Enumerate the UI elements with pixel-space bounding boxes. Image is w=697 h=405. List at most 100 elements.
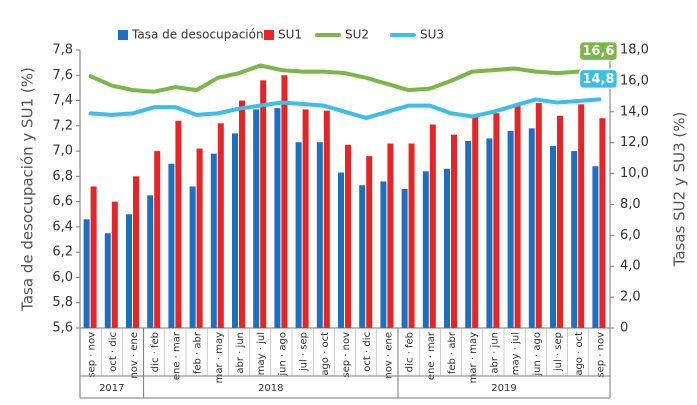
year-label: 2019 bbox=[491, 383, 516, 394]
bar bbox=[168, 163, 175, 328]
bar bbox=[401, 189, 408, 328]
x-tick-label: mar · may bbox=[214, 332, 225, 383]
y-tick-label: 6,6 bbox=[52, 194, 73, 209]
x-tick-label: jul · sep bbox=[553, 332, 564, 372]
x-tick-label: ago · oct bbox=[320, 332, 331, 376]
bar bbox=[514, 105, 521, 328]
bar bbox=[571, 151, 578, 328]
x-tick-label: sep · nov bbox=[595, 332, 606, 378]
x-tick-label: sep · nov bbox=[341, 332, 352, 378]
bar bbox=[154, 151, 161, 328]
y2-tick-label: 2,0 bbox=[620, 290, 641, 305]
x-tick-label: ago · oct bbox=[574, 332, 585, 376]
annotation-label: 16,6 bbox=[582, 44, 614, 59]
y2-tick-label: 12,0 bbox=[620, 135, 649, 150]
bar bbox=[253, 109, 260, 329]
bar bbox=[345, 144, 351, 328]
legend-label: SU2 bbox=[345, 28, 369, 42]
bar bbox=[316, 142, 323, 328]
bar bbox=[239, 100, 245, 328]
bar bbox=[472, 116, 479, 329]
y-tick-label: 7,2 bbox=[52, 118, 73, 133]
bar bbox=[210, 153, 217, 328]
year-label: 2017 bbox=[99, 383, 124, 394]
bar bbox=[359, 185, 366, 328]
x-tick-label: oct · dic bbox=[108, 332, 119, 372]
x-tick-label: abr · jun bbox=[235, 332, 246, 374]
bar bbox=[274, 108, 281, 328]
y2-axis-label: Tasas SU2 y SU3 (%) bbox=[671, 112, 689, 268]
bar bbox=[451, 134, 457, 328]
legend-swatch bbox=[264, 30, 274, 40]
legend-label: SU3 bbox=[420, 28, 444, 42]
bar bbox=[232, 133, 238, 328]
bar bbox=[147, 195, 154, 328]
bar bbox=[422, 171, 429, 328]
x-tick-label: nov · ene bbox=[383, 332, 394, 379]
bar bbox=[189, 186, 196, 328]
y-tick-label: 6,2 bbox=[52, 245, 73, 260]
line bbox=[88, 63, 602, 94]
x-tick-label: nov · ene bbox=[129, 332, 140, 379]
bar bbox=[302, 109, 309, 329]
x-tick-label: dic · feb bbox=[405, 332, 416, 372]
bar bbox=[133, 176, 139, 328]
y2-tick-label: 10,0 bbox=[620, 166, 649, 181]
y-tick-label: 7,0 bbox=[52, 144, 73, 159]
x-tick-label: sep · nov bbox=[87, 332, 98, 378]
x-tick-label: jun · ago bbox=[532, 332, 543, 377]
x-tick-label: ene · mar bbox=[426, 331, 437, 380]
bar bbox=[126, 214, 132, 328]
x-tick-label: abr · jun bbox=[489, 332, 500, 374]
bar bbox=[599, 118, 606, 329]
y2-tick-label: 0 bbox=[620, 321, 628, 336]
bar bbox=[528, 128, 535, 328]
bar bbox=[281, 75, 288, 328]
year-label: 2018 bbox=[258, 383, 283, 394]
annotation-badge bbox=[578, 68, 619, 90]
bar bbox=[111, 201, 118, 328]
line bbox=[88, 97, 602, 120]
y2-tick-label: 6,0 bbox=[620, 228, 641, 243]
bar bbox=[196, 148, 203, 328]
x-tick-label: oct · dic bbox=[362, 332, 373, 372]
bar bbox=[408, 143, 415, 328]
x-tick-label: feb · abr bbox=[447, 331, 458, 374]
bar bbox=[444, 168, 450, 328]
bar bbox=[90, 186, 97, 328]
bar bbox=[380, 181, 387, 328]
y-tick-label: 5,6 bbox=[52, 321, 73, 336]
annotation-badge bbox=[578, 40, 619, 62]
bar bbox=[578, 104, 585, 328]
y-tick-label: 6,4 bbox=[52, 219, 73, 234]
x-tick-label: jun · ago bbox=[277, 332, 288, 377]
legend-label: SU1 bbox=[278, 28, 302, 42]
y-tick-label: 7,4 bbox=[52, 93, 73, 108]
x-tick-label: ene · mar bbox=[171, 331, 182, 380]
bar bbox=[295, 142, 302, 328]
bar bbox=[465, 140, 472, 328]
y-tick-label: 7,8 bbox=[52, 43, 73, 58]
y-tick-label: 6,8 bbox=[52, 169, 73, 184]
bar bbox=[217, 123, 224, 328]
bar bbox=[592, 166, 599, 328]
bar bbox=[104, 233, 111, 328]
y-axis-label: Tasa de desocupación y SU1 (%) bbox=[19, 67, 37, 312]
x-tick-label: may · jul bbox=[511, 332, 522, 375]
y2-tick-label: 18,0 bbox=[620, 43, 649, 58]
bar bbox=[507, 130, 514, 328]
bar bbox=[557, 115, 563, 328]
bar bbox=[429, 124, 436, 329]
bar bbox=[323, 110, 330, 329]
x-tick-label: may · jul bbox=[256, 332, 267, 375]
x-tick-label: feb · abr bbox=[193, 331, 204, 374]
bar bbox=[535, 103, 542, 328]
y2-tick-label: 14,0 bbox=[620, 104, 649, 119]
legend-label: Tasa de desocupación bbox=[131, 28, 264, 42]
bar bbox=[366, 156, 373, 328]
y2-tick-label: 16,0 bbox=[620, 73, 649, 88]
x-tick-label: jul · sep bbox=[299, 332, 310, 372]
bar bbox=[338, 172, 344, 328]
y-tick-label: 7,6 bbox=[52, 68, 73, 83]
